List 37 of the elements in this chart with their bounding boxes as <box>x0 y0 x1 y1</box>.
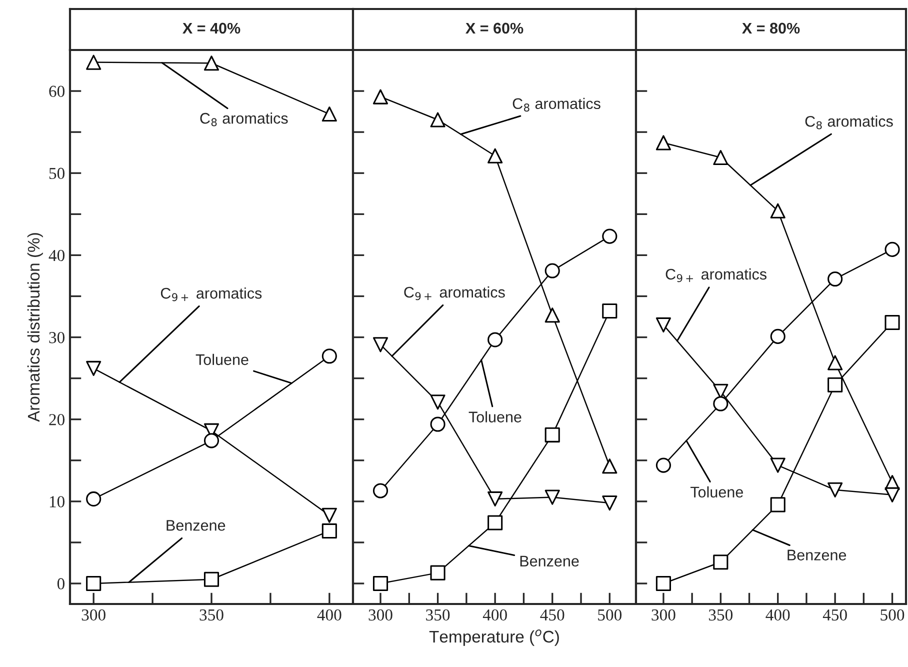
x-tick-label: 400 <box>317 609 342 621</box>
y-axis-title: Aromatics distribution (%) <box>27 233 43 422</box>
y-tick-label: 10 <box>50 496 65 508</box>
y-tick-label: 40 <box>48 250 65 262</box>
x-tick-label: 500 <box>880 609 904 621</box>
text: Benzene <box>788 550 846 560</box>
x-axis-title: Temperature ($^{o}$C) <box>429 630 559 646</box>
text: Benzene <box>520 556 579 567</box>
y-tick-label: 50 <box>49 168 65 180</box>
text: C$_{8}$ aromatics <box>512 98 600 112</box>
text: Benzene <box>166 520 226 531</box>
y-tick-label: 60 <box>49 86 65 97</box>
y-tick-label: 30 <box>49 332 65 344</box>
x-tick-label: 500 <box>598 609 622 621</box>
x-tick-label: 450 <box>540 609 564 621</box>
chart-title: X = 60% <box>466 22 524 34</box>
chart-title: X = 80% <box>742 22 800 34</box>
text: Toluene <box>196 354 248 366</box>
series-label: Toluene <box>690 486 743 498</box>
series-label: C$_{8}$ aromatics <box>200 112 288 126</box>
x-tick-label: 350 <box>708 609 733 621</box>
text: C$_{8}$ aromatics <box>805 116 893 130</box>
x-tick-label: 450 <box>822 609 847 621</box>
y-tick-label: 0 <box>57 578 65 590</box>
text: C$_{9+}$ aromatics <box>160 287 262 302</box>
x-tick-label: 400 <box>766 609 790 621</box>
x-tick-label: 300 <box>82 609 106 621</box>
chart-title: X = 40% <box>182 22 240 34</box>
series-label: Toluene <box>468 411 522 422</box>
text: C$_{9+}$ aromatics <box>404 286 505 300</box>
text: C$_{9+}$ aromatics <box>666 268 766 282</box>
x-tick-label: 300 <box>368 609 392 621</box>
y-tick-label: 20 <box>49 414 65 426</box>
x-tick-label: 350 <box>426 609 450 621</box>
x-tick-label: 350 <box>200 609 224 621</box>
x-tick-label: 400 <box>482 609 507 621</box>
x-tick-label: 300 <box>652 609 676 621</box>
